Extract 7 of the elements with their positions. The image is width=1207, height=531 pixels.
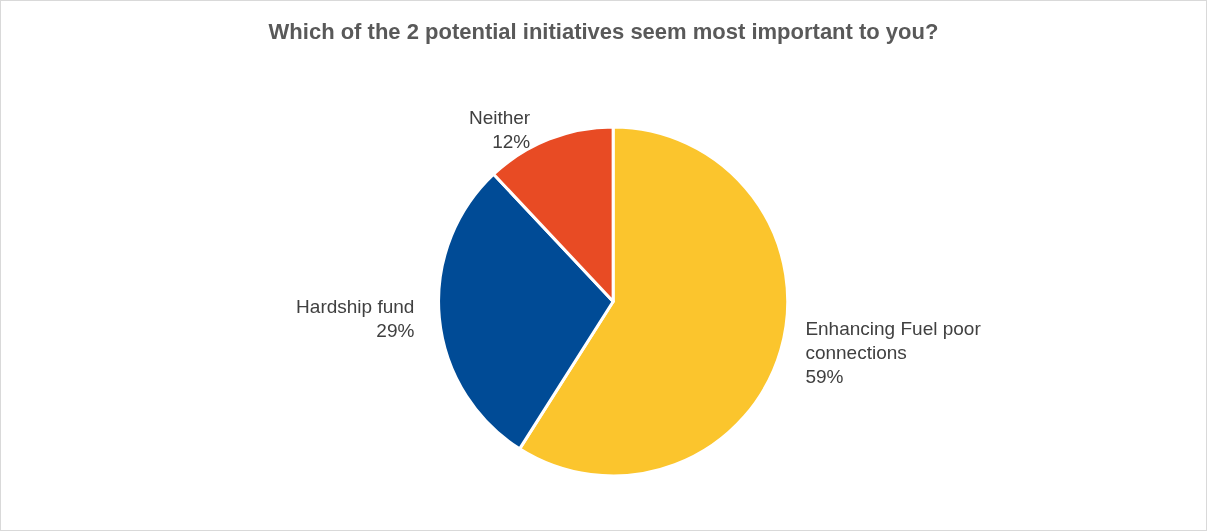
- slice-label: Neither: [468, 107, 531, 129]
- data-label: 29%: [376, 320, 415, 342]
- data-label: 59%: [805, 366, 844, 388]
- slice-label: Hardship fund: [296, 296, 415, 318]
- slice-label: Enhancing Fuel poor connections: [805, 318, 987, 364]
- chart-title: Which of the 2 potential initiatives seem most important to you?: [268, 18, 939, 44]
- data-label: 12%: [492, 131, 531, 153]
